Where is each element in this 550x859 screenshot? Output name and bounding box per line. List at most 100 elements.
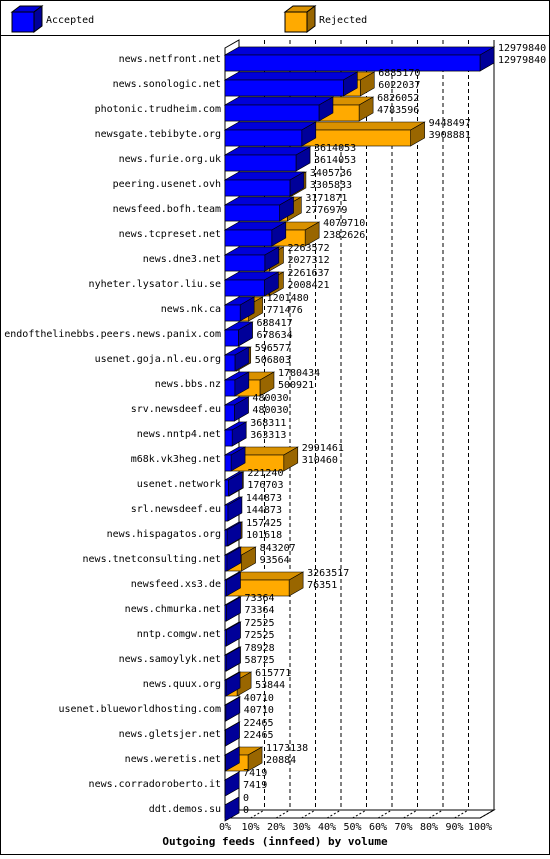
y-tick-label: news.chmurka.net: [125, 604, 221, 615]
bar-face: [225, 530, 227, 546]
y-tick-label: srl.newsdeef.eu: [131, 504, 221, 515]
bar-face: [225, 505, 228, 521]
bar-face: [225, 480, 228, 496]
value-label: 22465: [243, 718, 273, 729]
legend-swatch: [285, 12, 307, 32]
bar-face: [225, 605, 226, 621]
x-tick-label: 50%: [343, 822, 361, 833]
legend-swatch: [12, 12, 34, 32]
value-label: 500921: [278, 380, 314, 391]
value-label: 72525: [244, 618, 274, 629]
value-label: 58725: [245, 655, 275, 666]
bar-face: [225, 705, 226, 721]
value-label: 2382626: [323, 230, 365, 241]
y-tick-label: news.sonologic.net: [113, 79, 221, 90]
value-label: 596577: [255, 343, 291, 354]
y-tick-label: ddt.demos.su: [149, 804, 221, 815]
y-tick-label: usenet.blueworldhosting.com: [58, 704, 221, 715]
bar: [225, 147, 310, 171]
value-label: 144873: [246, 493, 282, 504]
value-label: 771476: [267, 305, 303, 316]
value-label: 0: [243, 805, 249, 816]
y-tick-label: m68k.vk3heg.net: [131, 454, 221, 465]
value-label: 3908881: [429, 130, 471, 141]
value-label: 1173138: [266, 743, 308, 754]
x-tick-label: 70%: [394, 822, 412, 833]
value-label: 6826052: [377, 93, 419, 104]
value-label: 6885170: [378, 68, 420, 79]
value-label: 2261637: [287, 268, 329, 279]
y-tick-label: newsgate.tebibyte.org: [95, 129, 221, 140]
value-label: 678634: [257, 330, 293, 341]
value-label: 78928: [245, 643, 275, 654]
value-label: 40710: [244, 693, 274, 704]
bar-face: [225, 72, 357, 80]
value-label: 22465: [243, 730, 273, 741]
x-tick-label: 90%: [445, 822, 463, 833]
value-label: 0: [243, 793, 249, 804]
y-tick-label: usenet.goja.nl.eu.org: [95, 354, 221, 365]
y-tick-label: news.furie.org.uk: [119, 154, 221, 165]
value-label: 3305833: [310, 180, 352, 191]
bar-face: [225, 580, 226, 596]
bar-face: [225, 355, 235, 371]
y-tick-label: endofthelinebbs.peers.news.panix.com: [4, 329, 221, 340]
legend-label: Rejected: [319, 15, 367, 26]
value-label: 73364: [244, 605, 274, 616]
value-label: 480030: [252, 393, 288, 404]
value-label: 843207: [260, 543, 296, 554]
value-label: 2776979: [305, 205, 347, 216]
y-tick-label: nntp.comgw.net: [137, 629, 221, 640]
value-label: 3171871: [305, 193, 347, 204]
bar-face: [225, 122, 316, 130]
value-label: 480030: [252, 405, 288, 416]
x-tick-label: 20%: [267, 822, 285, 833]
value-label: 310460: [302, 455, 338, 466]
value-label: 72525: [244, 630, 274, 641]
value-label: 53844: [255, 680, 285, 691]
y-tick-label: newsfeed.xs3.de: [131, 579, 221, 590]
y-tick-label: srv.newsdeef.eu: [131, 404, 221, 415]
x-tick-label: 30%: [292, 822, 310, 833]
value-label: 506803: [255, 355, 291, 366]
value-label: 12979840: [498, 43, 546, 54]
y-tick-label: news.tnetconsulting.net: [83, 554, 221, 565]
value-label: 615771: [255, 668, 291, 679]
bar-face: [225, 630, 226, 646]
y-tick-label: newsfeed.bofh.team: [113, 204, 221, 215]
x-tick-label: 10%: [241, 822, 259, 833]
y-tick-label: peering.usenet.ovh: [113, 179, 221, 190]
value-label: 363313: [250, 430, 286, 441]
value-label: 2263572: [287, 243, 329, 254]
value-label: 1780434: [278, 368, 320, 379]
bar-face: [225, 130, 302, 146]
value-label: 9448497: [429, 118, 471, 129]
y-tick-label: news.netfront.net: [119, 54, 221, 65]
bar-face: [225, 305, 240, 321]
bar: [225, 47, 494, 71]
value-label: 3614053: [314, 143, 356, 154]
bar: [225, 97, 333, 121]
value-label: 2008421: [287, 280, 329, 291]
bar: [225, 122, 316, 146]
value-label: 2027312: [287, 255, 329, 266]
value-label: 73364: [244, 593, 274, 604]
x-tick-label: 100%: [468, 822, 492, 833]
value-label: 93564: [260, 555, 290, 566]
y-tick-label: news.tcpreset.net: [119, 229, 221, 240]
value-label: 144873: [246, 505, 282, 516]
bar-face: [225, 155, 296, 171]
bar-face: [225, 455, 231, 471]
bar: [225, 197, 294, 221]
bar-face: [225, 430, 232, 446]
y-tick-label: news.corradoroberto.it: [89, 779, 221, 790]
y-tick-label: nyheter.lysator.liu.se: [89, 279, 221, 290]
value-label: 6022037: [378, 80, 420, 91]
value-label: 176703: [247, 480, 283, 491]
bar-face: [225, 105, 319, 121]
value-label: 157425: [246, 518, 282, 529]
bar-face: [225, 330, 238, 346]
bar: [225, 247, 279, 271]
bar-face: [225, 80, 343, 96]
